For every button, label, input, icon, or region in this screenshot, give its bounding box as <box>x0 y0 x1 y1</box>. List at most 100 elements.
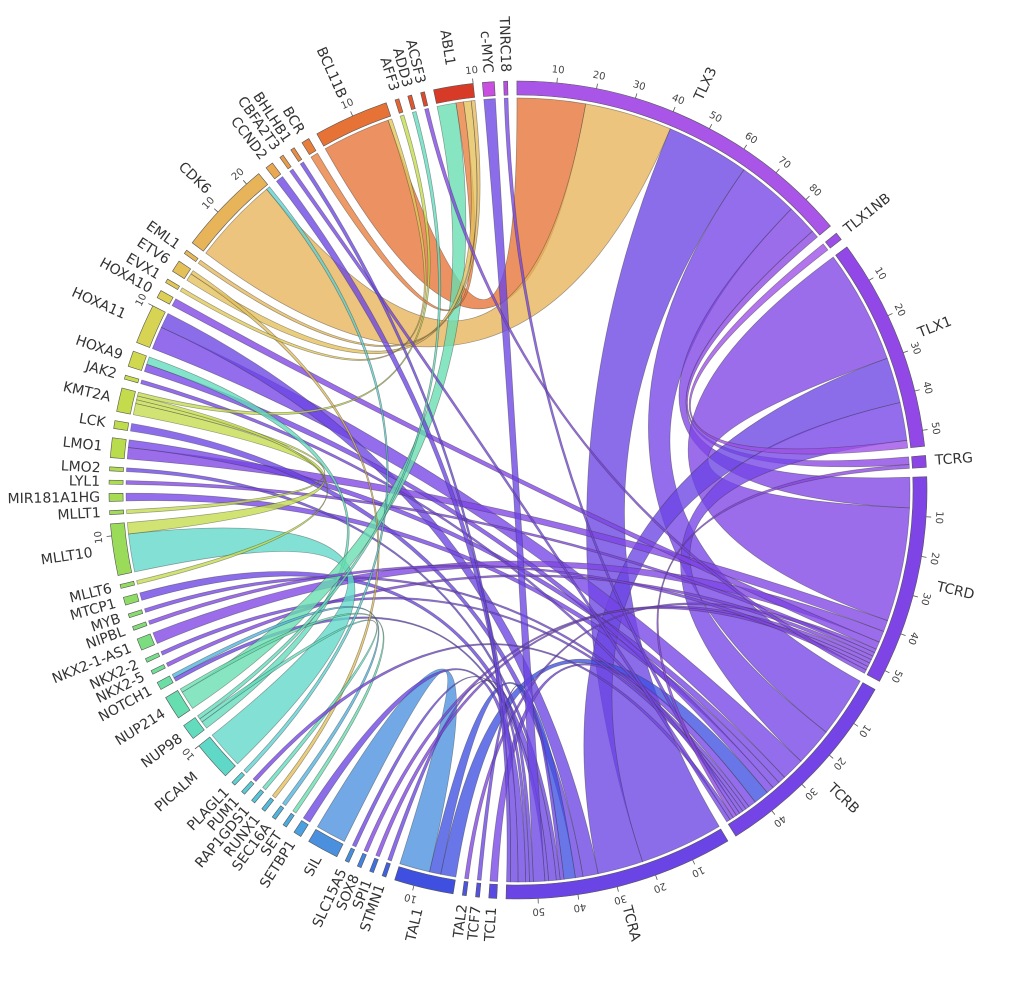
node-arc <box>344 847 356 863</box>
node-label: TLX3 <box>691 65 721 104</box>
node-label: LMO1 <box>62 435 103 455</box>
node-label: TCL1 <box>482 907 500 943</box>
tick-label: 30 <box>613 892 628 906</box>
node-arc <box>381 862 391 878</box>
ribbon <box>483 98 546 883</box>
node-label: c-MYC <box>477 30 496 74</box>
node-arc <box>482 81 496 97</box>
node-arc <box>109 466 124 472</box>
node-label: JAK2 <box>83 358 119 382</box>
node-arc <box>301 138 317 156</box>
node-label: HOXA9 <box>73 333 124 364</box>
node-label: SIL <box>301 853 325 879</box>
node-label: TLX1NB <box>840 190 894 237</box>
tick-label: 50 <box>532 905 545 917</box>
node-arc <box>461 880 469 897</box>
tick-mark <box>672 106 676 112</box>
node-arc <box>123 374 140 384</box>
ribbon <box>179 118 427 361</box>
tick-label: 10 <box>465 65 479 77</box>
node-arc <box>503 80 509 96</box>
tick-label: 60 <box>742 131 759 147</box>
node-label: LYL1 <box>69 473 101 490</box>
ribbon <box>179 612 385 814</box>
node-arc <box>475 882 482 898</box>
node-arc <box>488 883 498 899</box>
node-arc <box>198 736 236 777</box>
tick-mark <box>242 180 247 185</box>
node-arc <box>265 162 282 180</box>
tick-mark <box>887 313 893 316</box>
node-label: ABL1 <box>436 29 457 67</box>
tick-mark <box>194 745 200 750</box>
ribbon <box>143 363 774 794</box>
ribbon <box>136 395 328 585</box>
node-arc <box>172 260 192 280</box>
node-label: TLX1 <box>915 314 954 342</box>
node-arc <box>183 249 199 262</box>
tick-label: 20 <box>230 166 247 183</box>
node-arc <box>127 350 147 371</box>
node-arc <box>132 621 148 631</box>
ribbon <box>680 402 908 762</box>
node-arc <box>251 789 265 804</box>
ribbon <box>429 682 576 880</box>
tick-mark <box>922 429 928 431</box>
tick-label: 50 <box>929 421 942 435</box>
tick-label: 10 <box>403 891 418 905</box>
node-arc <box>271 805 285 820</box>
node-arc <box>356 852 367 869</box>
node-arc <box>165 278 180 291</box>
node-label: TAL2 <box>451 903 471 940</box>
tick-label: 30 <box>908 341 923 357</box>
node-arc <box>433 83 475 104</box>
tick-mark <box>743 144 748 150</box>
tick-mark <box>213 208 219 213</box>
ribbon <box>190 270 380 799</box>
tick-label: 40 <box>573 901 587 914</box>
tick-label: 20 <box>927 551 940 565</box>
node-arc <box>369 857 379 873</box>
tick-label: 40 <box>771 812 788 829</box>
node-label: KMT2A <box>61 379 112 405</box>
ribbon <box>128 527 356 765</box>
node-arc <box>108 479 124 485</box>
node-label: TAL1 <box>403 907 427 945</box>
tick-label: 10 <box>93 530 105 544</box>
ribbon <box>243 186 389 774</box>
tick-mark <box>884 670 890 674</box>
node-arc <box>110 522 133 576</box>
ribbon <box>127 439 786 784</box>
ribbon <box>656 464 910 819</box>
tick-mark <box>903 350 909 354</box>
tick-mark <box>709 123 713 129</box>
node-arc <box>261 797 274 812</box>
node-arc <box>136 305 166 348</box>
node-arc <box>279 154 292 170</box>
node-arc <box>122 593 140 606</box>
node-arc <box>156 290 174 305</box>
tick-mark <box>805 195 810 200</box>
tick-mark <box>921 556 927 558</box>
node-label: TCRB <box>824 780 862 818</box>
tick-mark <box>914 389 920 392</box>
node-arc <box>109 437 127 460</box>
ribbon <box>165 574 874 668</box>
ribbon <box>316 668 457 873</box>
tick-label: 20 <box>652 880 668 895</box>
node-arc <box>191 173 269 252</box>
tick-label: 20 <box>831 755 848 772</box>
tick-label: 50 <box>888 668 903 684</box>
ribbon <box>351 676 530 883</box>
tick-label: 30 <box>918 591 932 606</box>
tick-label: 20 <box>892 302 907 318</box>
node-arc <box>394 866 456 895</box>
tick-mark <box>655 875 658 881</box>
node-arc <box>119 580 135 589</box>
tick-mark <box>635 93 638 99</box>
node-label: MLLT10 <box>40 545 94 568</box>
tick-mark <box>829 754 834 759</box>
ribbon <box>363 606 871 853</box>
tick-mark <box>692 859 696 865</box>
tick-label: 40 <box>920 380 934 395</box>
